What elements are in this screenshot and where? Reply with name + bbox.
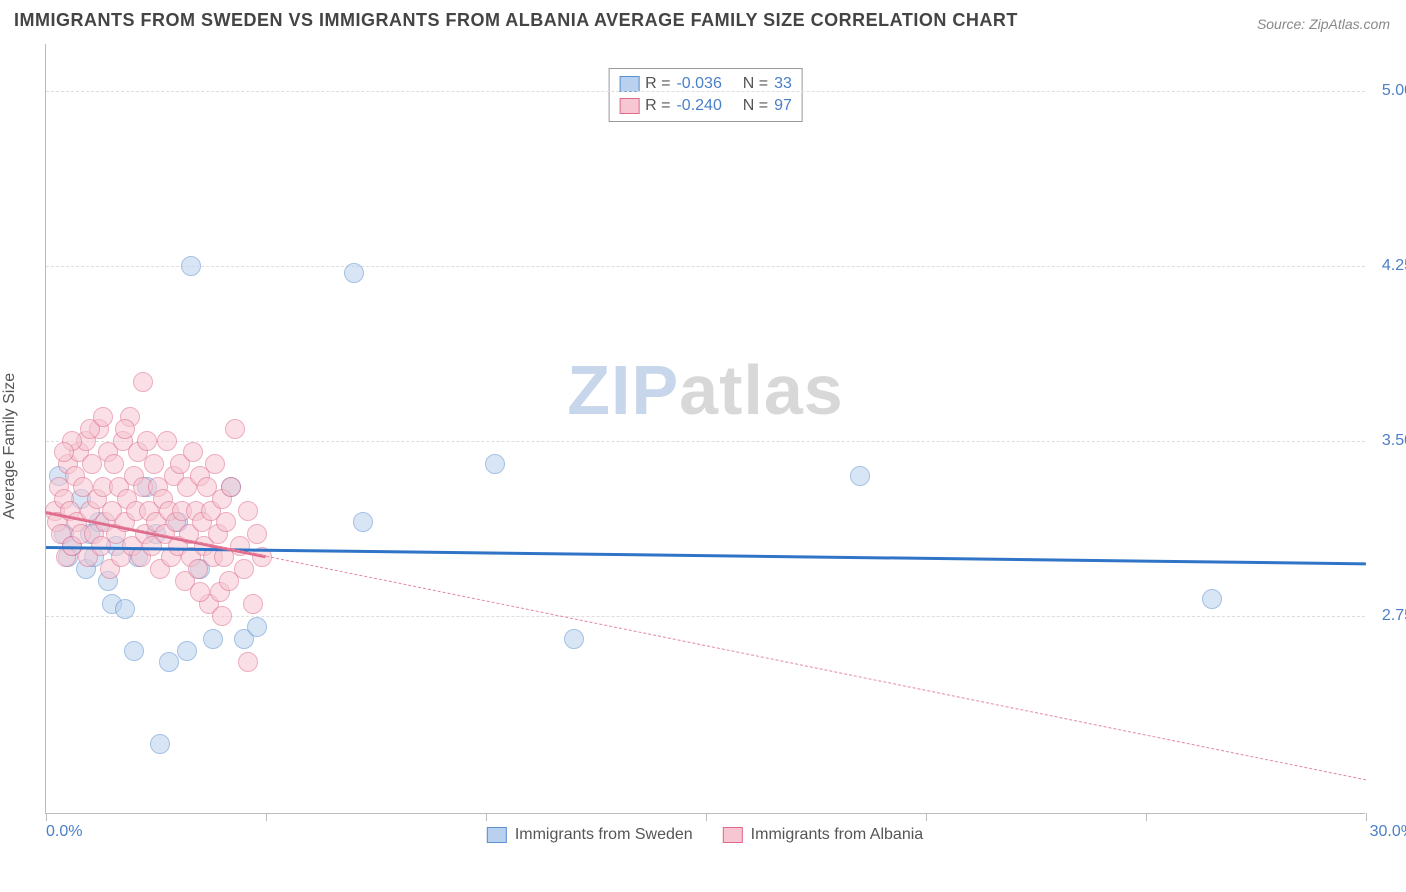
data-point [225,419,245,439]
data-point [124,641,144,661]
data-point [564,629,584,649]
data-point [247,524,267,544]
data-point [115,419,135,439]
data-point [183,442,203,462]
x-tick [1366,813,1367,821]
data-point [177,641,197,661]
data-point [243,594,263,614]
data-point [133,372,153,392]
y-tick-label: 5.00 [1382,82,1406,100]
gridline [46,91,1365,92]
data-point [150,734,170,754]
data-point [54,442,74,462]
data-point [157,431,177,451]
source-label: Source: ZipAtlas.com [1257,16,1390,32]
legend-stat-row: R = -0.240 N = 97 [619,95,792,117]
data-point [137,431,157,451]
legend-swatch [487,827,507,843]
x-tick [266,813,267,821]
x-tick [486,813,487,821]
data-point [115,599,135,619]
watermark: ZIPatlas [567,350,843,430]
legend-item: Immigrants from Albania [723,826,924,844]
legend-stat-row: R = -0.036 N = 33 [619,73,792,95]
gridline [46,616,1365,617]
data-point [181,256,201,276]
y-axis-label: Average Family Size [1,373,19,519]
data-point [205,454,225,474]
data-point [104,454,124,474]
data-point [144,454,164,474]
legend-swatch [723,827,743,843]
data-point [344,263,364,283]
data-point [159,652,179,672]
legend-item: Immigrants from Sweden [487,826,693,844]
data-point [485,454,505,474]
x-tick [926,813,927,821]
legend-swatch [619,98,639,114]
data-point [221,477,241,497]
legend-swatch [619,76,639,92]
legend-label: Immigrants from Albania [751,826,924,844]
n-value: 97 [774,97,792,115]
data-point [238,652,258,672]
legend-stats: R = -0.036 N = 33R = -0.240 N = 97 [608,68,803,122]
n-label: N = [743,97,768,115]
y-tick-label: 2.75 [1382,607,1406,625]
data-point [1202,589,1222,609]
data-point [238,501,258,521]
data-point [190,582,210,602]
data-point [93,407,113,427]
x-tick [706,813,707,821]
y-tick-label: 3.50 [1382,432,1406,450]
watermark-zip: ZIP [567,351,679,429]
x-tick [46,813,47,821]
r-label: R = [645,97,670,115]
x-tick [1146,813,1147,821]
data-point [203,629,223,649]
data-point [234,559,254,579]
x-max-label: 30.0% [1370,823,1406,841]
y-tick-label: 4.25 [1382,257,1406,275]
data-point [353,512,373,532]
chart-area: ZIPatlas R = -0.036 N = 33R = -0.240 N =… [45,44,1365,814]
data-point [247,617,267,637]
data-point [216,512,236,532]
legend-label: Immigrants from Sweden [515,826,693,844]
legend-series: Immigrants from Sweden Immigrants from Al… [487,826,923,844]
x-min-label: 0.0% [46,823,82,841]
chart-title: IMMIGRANTS FROM SWEDEN VS IMMIGRANTS FRO… [14,10,1018,31]
data-point [212,606,232,626]
gridline [46,266,1365,267]
data-point [850,466,870,486]
gridline [46,441,1365,442]
plot-area: ZIPatlas R = -0.036 N = 33R = -0.240 N =… [45,44,1365,814]
r-value: -0.240 [676,97,721,115]
watermark-atlas: atlas [679,351,844,429]
